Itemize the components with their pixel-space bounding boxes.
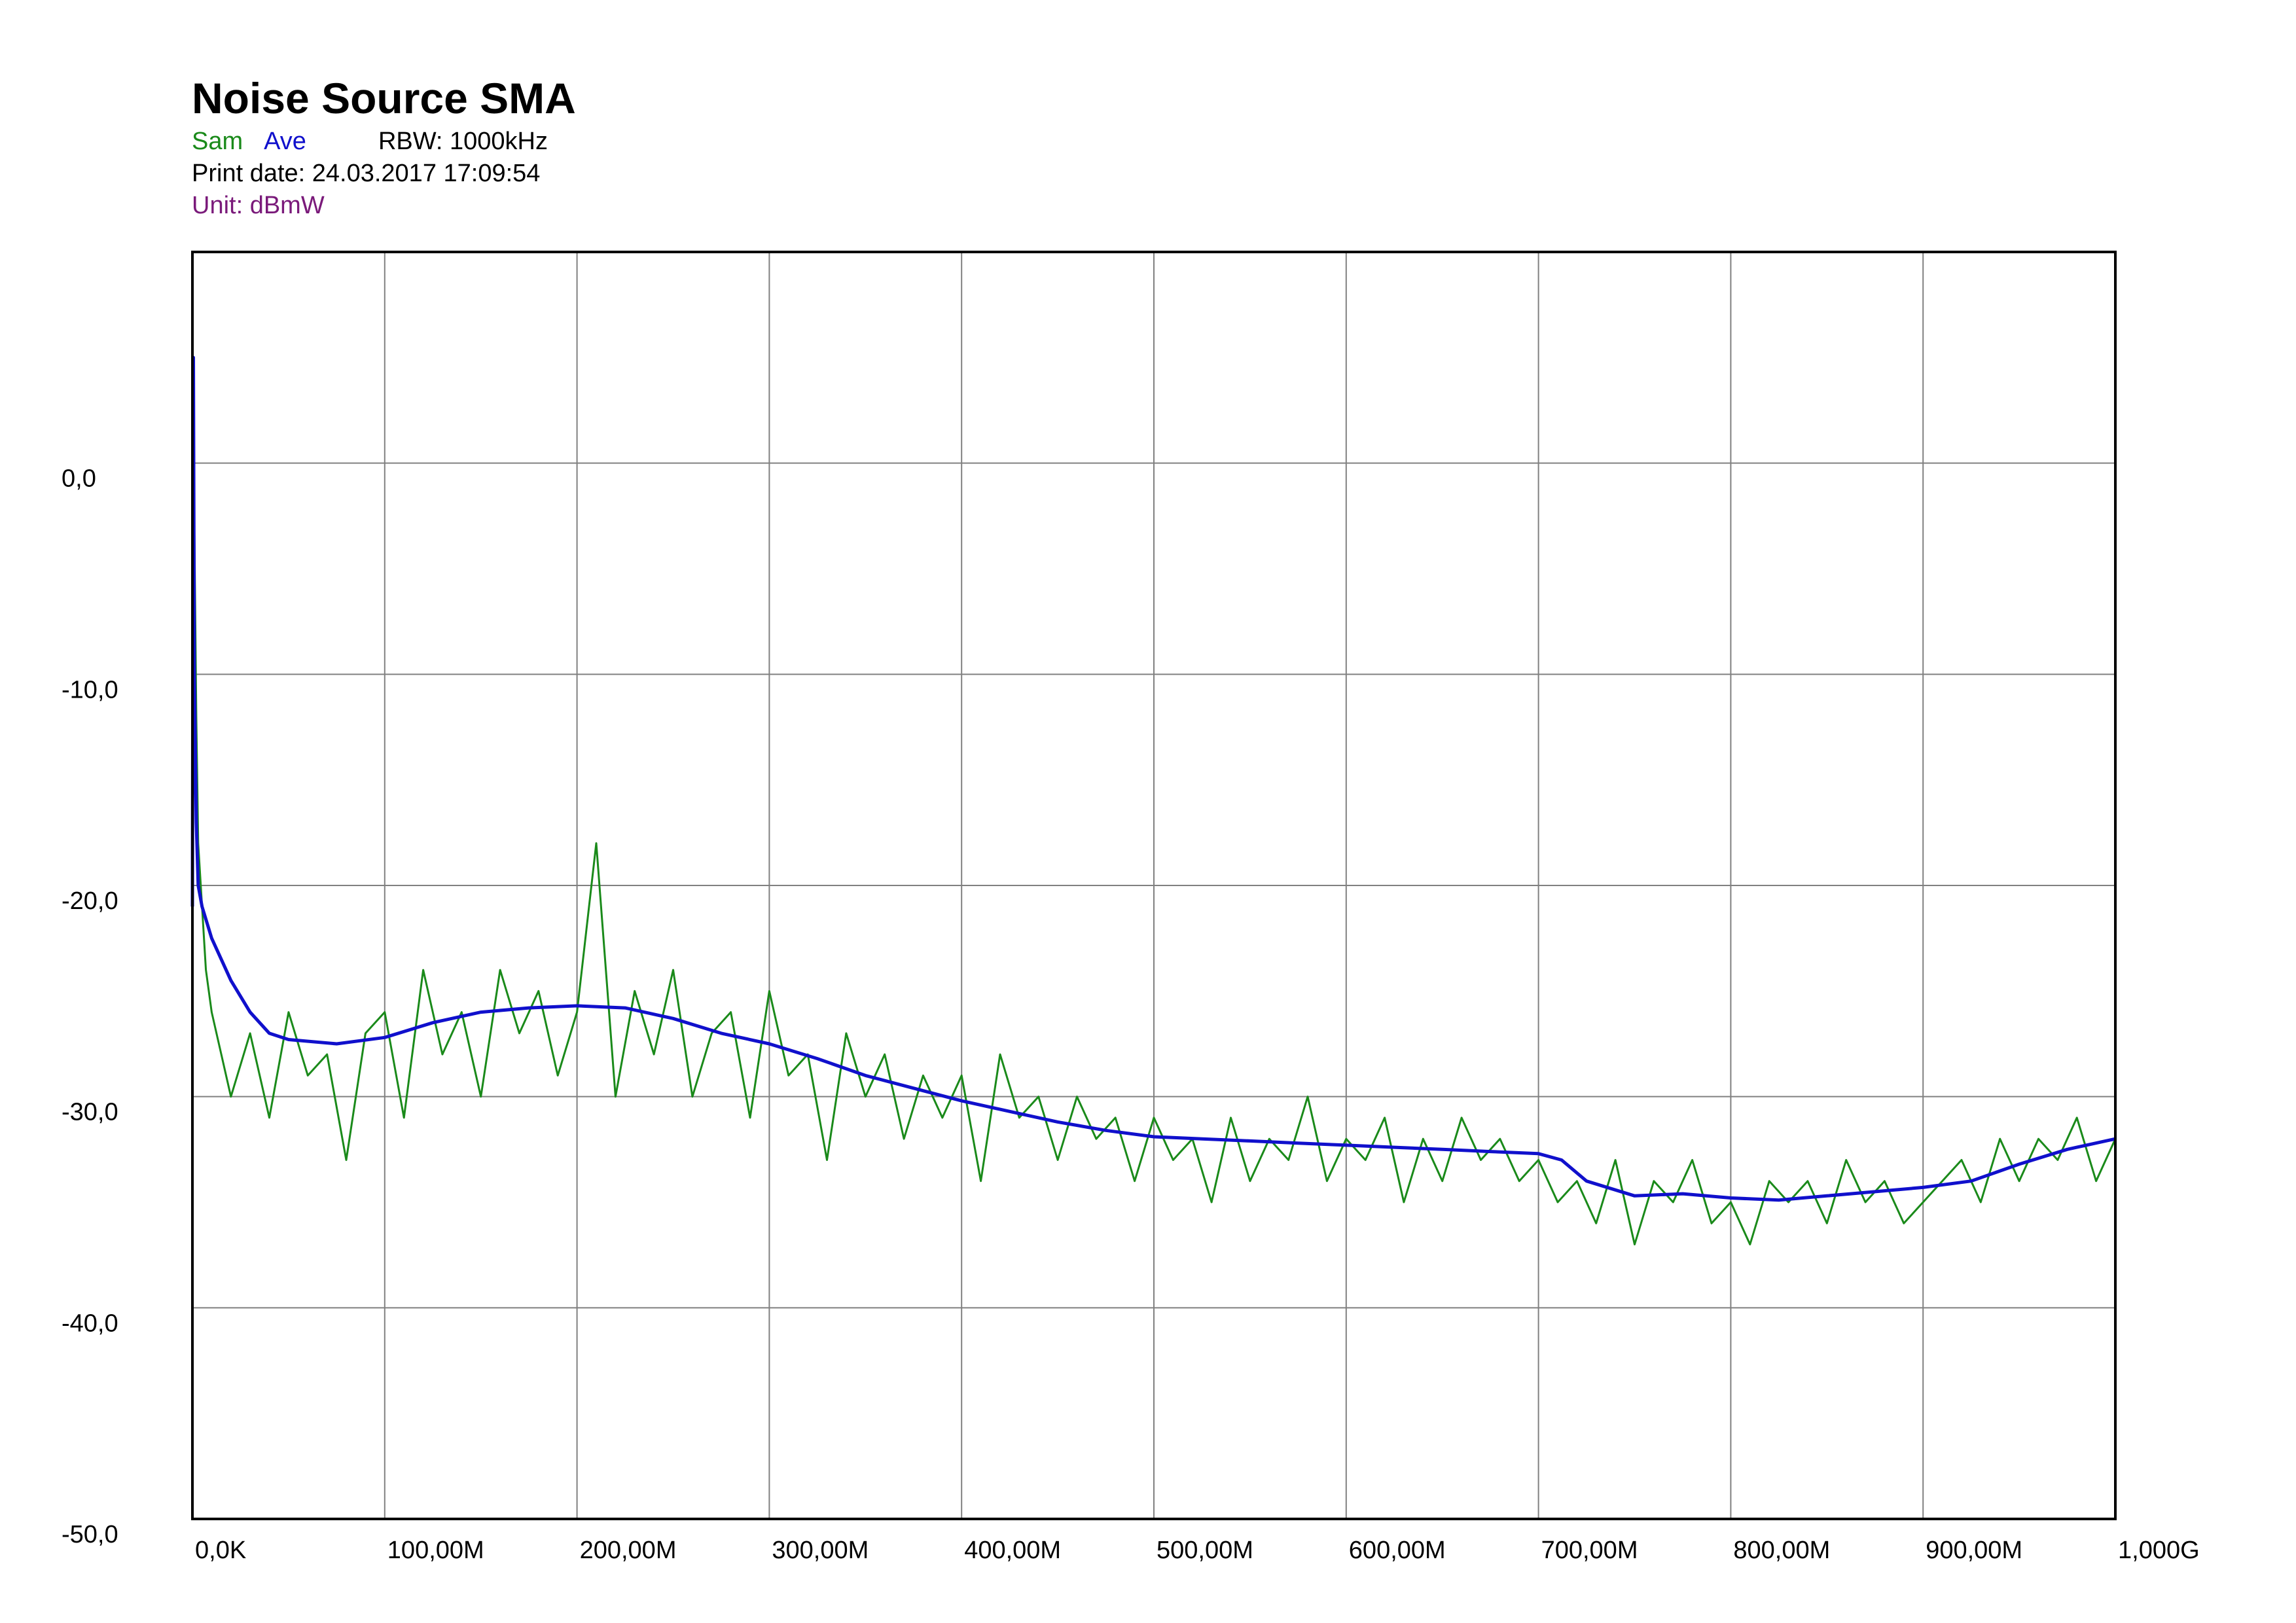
x-tick-label: 1,000G (2118, 1537, 2200, 1564)
y-tick-label: -10,0 (62, 676, 118, 704)
y-tick-label: 0,0 (62, 465, 96, 493)
y-tick-label: -30,0 (62, 1099, 118, 1126)
x-tick-label: 800,00M (1733, 1537, 1830, 1564)
grid (192, 252, 2115, 1519)
x-tick-label: 0,0K (195, 1537, 246, 1564)
y-tick-label: -50,0 (62, 1521, 118, 1548)
print-date: Print date: 24.03.2017 17:09:54 (192, 160, 541, 187)
series-line-sam (191, 356, 2117, 1245)
chart-title: Noise Source SMA (192, 74, 576, 122)
rbw-label: RBW: 1000kHz (378, 128, 548, 155)
unit-label: Unit: dBmW (192, 192, 325, 219)
x-tick-label: 700,00M (1541, 1537, 1638, 1564)
legend-ave: Ave (264, 128, 306, 155)
plot-frame (191, 251, 2117, 1520)
x-tick-label: 500,00M (1157, 1537, 1253, 1564)
x-tick-label: 200,00M (580, 1537, 677, 1564)
legend-sam: Sam (192, 128, 243, 155)
x-tick-label: 600,00M (1349, 1537, 1446, 1564)
x-tick-label: 100,00M (387, 1537, 484, 1564)
y-tick-label: -40,0 (62, 1310, 118, 1337)
x-axis: 0,0K 100,00M 200,00M 300,00M 400,00M 500,00M 6… (195, 1537, 2200, 1564)
y-axis: 0,0 -10,0 -20,0 -30,0 -40,0 -50,0 (62, 465, 118, 1548)
y-tick-label: -20,0 (62, 887, 118, 915)
series-group (190, 355, 2117, 1245)
series-line-ave (190, 355, 2116, 1202)
legend-line: Sam Ave RBW: 1000kHz (192, 126, 576, 158)
x-tick-label: 300,00M (772, 1537, 869, 1564)
x-tick-label: 400,00M (964, 1537, 1061, 1564)
chart-header: Noise Source SMA Sam Ave RBW: 1000kHz Prin… (192, 71, 576, 222)
x-tick-label: 900,00M (1926, 1537, 2022, 1564)
